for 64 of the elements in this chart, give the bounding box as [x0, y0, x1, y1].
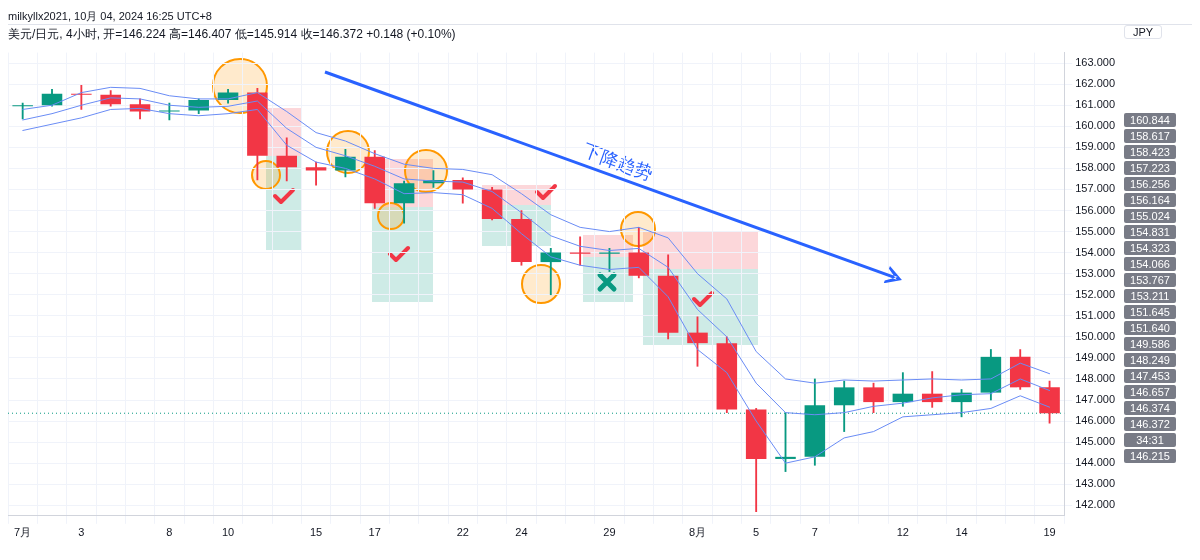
y-tick-label: 144.000 — [1075, 456, 1115, 469]
x-tick-label: 12 — [896, 526, 909, 539]
text: 157.223 — [1124, 160, 1176, 175]
y-tick-label: 157.000 — [1075, 182, 1115, 195]
text: 155.024 — [1124, 208, 1176, 223]
y-tick-label: 154.000 — [1075, 245, 1115, 258]
text: 158.617 — [1124, 128, 1176, 143]
y-tick-label: 148.000 — [1075, 371, 1115, 384]
y-tick-label: 152.000 — [1075, 287, 1115, 300]
text: 149.586 — [1124, 336, 1176, 351]
y-tick-label: 150.000 — [1075, 329, 1115, 342]
text: 153.211 — [1124, 288, 1176, 303]
x-tick-label: 8月 — [688, 526, 707, 539]
text: 154.323 — [1124, 240, 1176, 255]
text: 147.453 — [1124, 368, 1176, 383]
text: 158.423 — [1124, 144, 1176, 159]
y-tick-label: 143.000 — [1075, 477, 1115, 490]
text: 153.767 — [1124, 272, 1176, 287]
y-tick-label: 146.000 — [1075, 414, 1115, 427]
text: 146.372 — [1124, 416, 1176, 431]
x-tick-label: 17 — [368, 526, 381, 539]
text: JPY — [1124, 25, 1163, 39]
x-tick-label: 3 — [78, 526, 85, 539]
y-tick-label: 145.000 — [1075, 435, 1115, 448]
x-tick-label: 7月 — [14, 526, 32, 539]
text: 34:31 — [1124, 432, 1176, 447]
y-tick-label: 151.000 — [1075, 308, 1115, 321]
x-tick-label: 7 — [811, 526, 818, 539]
x-tick-label: 19 — [1043, 526, 1056, 539]
text: 151.640 — [1124, 320, 1176, 335]
y-tick-label: 161.000 — [1075, 98, 1115, 111]
text: 146.215 — [1124, 448, 1176, 463]
text: 156.256 — [1124, 176, 1176, 191]
y-tick-label: 142.000 — [1075, 498, 1115, 511]
y-tick-label: 149.000 — [1075, 350, 1115, 363]
x-tick-label: 8 — [166, 526, 173, 539]
chart-title: 美元/日元, 4小时, 开=146.224 高=146.407 低=145.914 收=146.372 +0.148 (+0.10%) — [8, 27, 456, 41]
text: milkyllx2021, 10月 04, 2024 16:25 UTC+8 — [8, 9, 213, 24]
x-tick-label: 10 — [221, 526, 235, 539]
x-tick-label: 29 — [603, 526, 616, 539]
y-tick-label: 163.000 — [1075, 56, 1115, 69]
text: 156.164 — [1124, 192, 1176, 207]
x-tick-label: 5 — [753, 526, 760, 539]
x-tick-label: 15 — [309, 526, 323, 539]
x-tick-label: 14 — [955, 526, 968, 539]
y-tick-label: 160.000 — [1075, 119, 1115, 132]
candlestick — [12, 102, 33, 120]
y-tick-label: 153.000 — [1075, 266, 1115, 279]
y-tick-label: 147.000 — [1075, 393, 1115, 406]
y-tick-label: 155.000 — [1075, 224, 1115, 237]
text: 151.645 — [1124, 304, 1176, 319]
y-tick-label: 159.000 — [1075, 140, 1115, 153]
text: 148.249 — [1124, 352, 1176, 367]
x-tick-label: 22 — [456, 526, 469, 539]
y-tick-label: 156.000 — [1075, 203, 1115, 216]
text: 154.831 — [1124, 224, 1176, 239]
text: 146.657 — [1124, 384, 1176, 399]
text: 154.066 — [1124, 256, 1176, 271]
text: 146.374 — [1124, 400, 1176, 415]
y-tick-label: 158.000 — [1075, 161, 1115, 174]
text: 160.844 — [1124, 112, 1176, 127]
candlestick — [569, 236, 591, 266]
y-tick-label: 162.000 — [1075, 77, 1115, 90]
x-tick-label: 24 — [515, 526, 528, 539]
